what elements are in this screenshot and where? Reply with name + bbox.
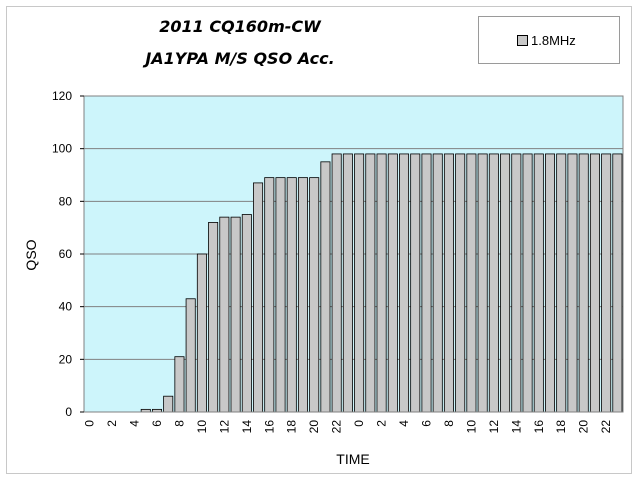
x-tick-label: 12 <box>217 420 231 434</box>
bar <box>163 395 174 413</box>
bar <box>342 153 353 413</box>
bar <box>354 153 365 413</box>
bar <box>612 153 623 413</box>
bar <box>174 356 185 413</box>
x-tick-label: 12 <box>487 420 501 434</box>
legend-swatch <box>517 35 528 46</box>
x-tick-label: 14 <box>509 420 523 434</box>
x-tick-label: 8 <box>442 420 456 427</box>
legend-label: 1.8MHz <box>531 33 576 48</box>
chart-title-line1: 2011 CQ160m-CW <box>159 17 321 36</box>
y-tick-label: 120 <box>52 89 72 103</box>
bar <box>320 161 331 413</box>
chart-title-line2: JA1YPA M/S QSO Acc. <box>145 49 335 68</box>
x-tick-label: 20 <box>577 420 591 434</box>
x-tick-label: 18 <box>554 420 568 434</box>
y-tick-label: 40 <box>59 300 73 314</box>
x-tick-label: 10 <box>464 420 478 434</box>
bar <box>567 153 578 413</box>
bar <box>477 153 488 413</box>
bar <box>219 216 230 413</box>
bar <box>601 153 612 413</box>
x-tick-labels: 0 2 4 6 8 10 12 14 16 18 20 22 0 2 4 6 8 10 12 14 16 18 20 22 <box>83 420 614 434</box>
bar <box>522 153 533 413</box>
bar <box>432 153 443 413</box>
x-axis-label: TIME <box>336 451 369 467</box>
x-tick-label: 6 <box>419 420 433 427</box>
bar <box>387 153 398 413</box>
x-tick-label: 8 <box>172 420 186 427</box>
bar <box>488 153 499 413</box>
bar <box>376 153 387 413</box>
chart-legend: 1.8MHz <box>478 16 620 64</box>
bar <box>286 177 297 413</box>
x-tick-label: 22 <box>599 420 613 434</box>
bar <box>275 177 286 413</box>
x-tick-label: 16 <box>262 420 276 434</box>
x-tick-label: 0 <box>352 420 366 427</box>
x-tick-label: 10 <box>195 420 209 434</box>
bar <box>589 153 600 413</box>
x-tick-label: 6 <box>150 420 164 427</box>
bars <box>140 153 623 413</box>
x-tick-label: 22 <box>330 420 344 434</box>
bar <box>331 153 342 413</box>
bar <box>297 177 308 413</box>
x-tick-label: 0 <box>83 420 97 427</box>
x-tick-label: 4 <box>128 420 142 427</box>
x-tick-label: 20 <box>307 420 321 434</box>
bar <box>241 214 252 413</box>
x-tick-label: 2 <box>375 420 389 427</box>
bar <box>365 153 376 413</box>
bar <box>230 216 241 413</box>
y-tick-label: 80 <box>59 194 73 208</box>
bar <box>466 153 477 413</box>
bar <box>533 153 544 413</box>
bar <box>511 153 522 413</box>
bar <box>264 177 275 413</box>
y-axis-label: QSO <box>23 239 39 270</box>
bar <box>455 153 466 413</box>
y-tick-label: 60 <box>59 247 73 261</box>
y-tick-labels: 0 20 40 60 80 100 120 <box>52 89 84 419</box>
bar <box>578 153 589 413</box>
x-tick-label: 2 <box>105 420 119 427</box>
bar <box>253 182 264 413</box>
bar <box>309 177 320 413</box>
x-tick-label: 18 <box>285 420 299 434</box>
bar <box>545 153 556 413</box>
bar <box>196 253 207 413</box>
bar <box>410 153 421 413</box>
bar <box>185 298 196 413</box>
y-tick-label: 0 <box>65 405 72 419</box>
x-tick-label: 14 <box>240 420 254 434</box>
bar <box>556 153 567 413</box>
bar <box>500 153 511 413</box>
y-tick-label: 100 <box>52 142 72 156</box>
x-tick-label: 4 <box>397 420 411 427</box>
x-tick-label: 16 <box>532 420 546 434</box>
bar <box>443 153 454 413</box>
bar <box>421 153 432 413</box>
bar <box>399 153 410 413</box>
bar <box>208 221 219 413</box>
y-tick-label: 20 <box>59 352 73 366</box>
